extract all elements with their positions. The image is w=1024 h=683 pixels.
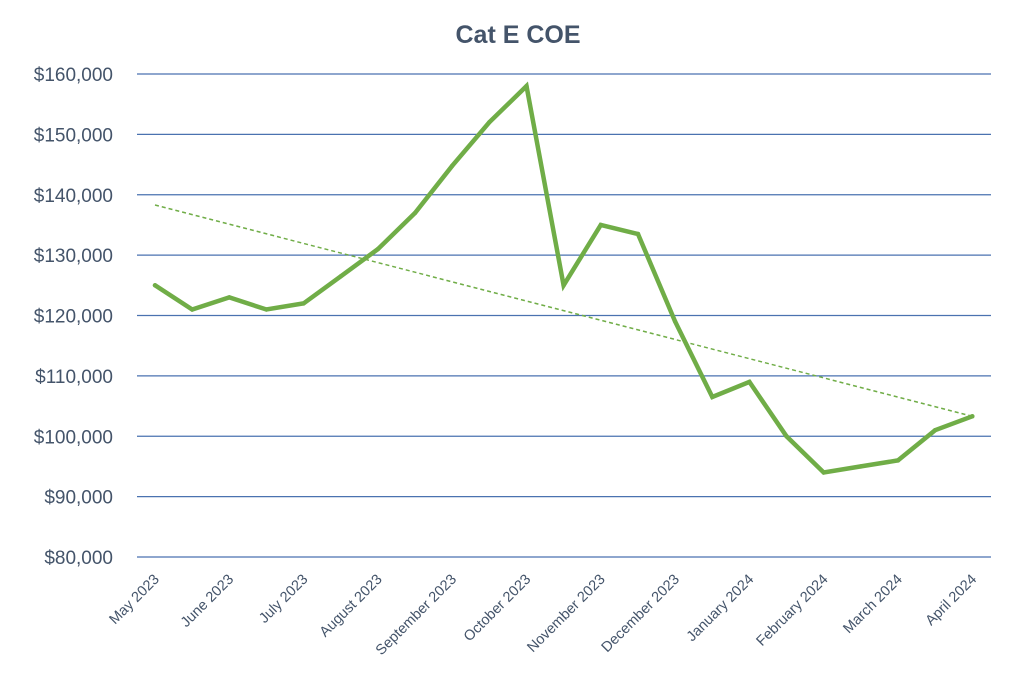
x-tick-label: January 2024: [684, 572, 757, 645]
data-point: [672, 319, 678, 324]
data-point: [821, 470, 826, 475]
trendline: [154, 204, 973, 418]
y-tick-label: $100,000: [34, 427, 113, 448]
data-point: [561, 283, 566, 288]
x-tick-label: October 2023: [461, 572, 534, 645]
y-tick-label: $130,000: [34, 246, 113, 267]
x-tick-label: August 2023: [317, 572, 386, 641]
data-point: [895, 458, 901, 463]
data-point: [487, 120, 492, 125]
x-tick-label: June 2023: [178, 572, 237, 631]
y-tick-label: $80,000: [44, 548, 113, 569]
data-point: [190, 307, 195, 312]
x-tick-label: March 2024: [840, 572, 905, 637]
x-tick-label: September 2023: [373, 572, 460, 659]
y-tick-label: $150,000: [34, 125, 113, 146]
data-point: [858, 464, 864, 469]
data-point: [412, 210, 418, 216]
y-tick-label: $110,000: [35, 367, 113, 388]
data-point: [264, 307, 269, 312]
data-point: [784, 434, 789, 439]
data-point: [747, 379, 752, 385]
y-axis: $80,000 $90,000 $100,000 $110,000 $120,000 $1…: [34, 65, 113, 569]
gridlines: [137, 73, 991, 558]
x-tick-label: February 2024: [754, 572, 832, 650]
y-tick-label: $140,000: [34, 186, 113, 207]
chart-title: Cat E COE: [455, 21, 580, 49]
data-point: [301, 301, 306, 306]
series-group: [152, 81, 975, 475]
series-line-cat-e-coe: [152, 81, 975, 475]
x-tick-label: April 2024: [923, 572, 980, 629]
x-tick-label: December 2023: [599, 572, 683, 656]
y-tick-label: $90,000: [44, 488, 113, 509]
y-tick-label: $120,000: [34, 307, 113, 328]
x-tick-label: November 2023: [524, 572, 608, 656]
x-tick-label: July 2023: [256, 572, 311, 627]
data-point: [598, 222, 603, 228]
data-point: [524, 83, 529, 89]
y-tick-label: $160,000: [34, 65, 113, 86]
data-point: [450, 163, 455, 168]
data-point: [710, 394, 715, 400]
data-point: [152, 283, 158, 288]
data-point: [932, 428, 938, 433]
x-tick-label: May 2023: [106, 572, 162, 628]
x-axis: May 2023 June 2023 July 2023 August 2023Sep…: [106, 572, 980, 659]
data-point: [970, 414, 975, 419]
data-point: [227, 295, 232, 300]
data-point: [375, 246, 381, 252]
data-point: [338, 274, 343, 279]
data-point: [635, 231, 641, 237]
